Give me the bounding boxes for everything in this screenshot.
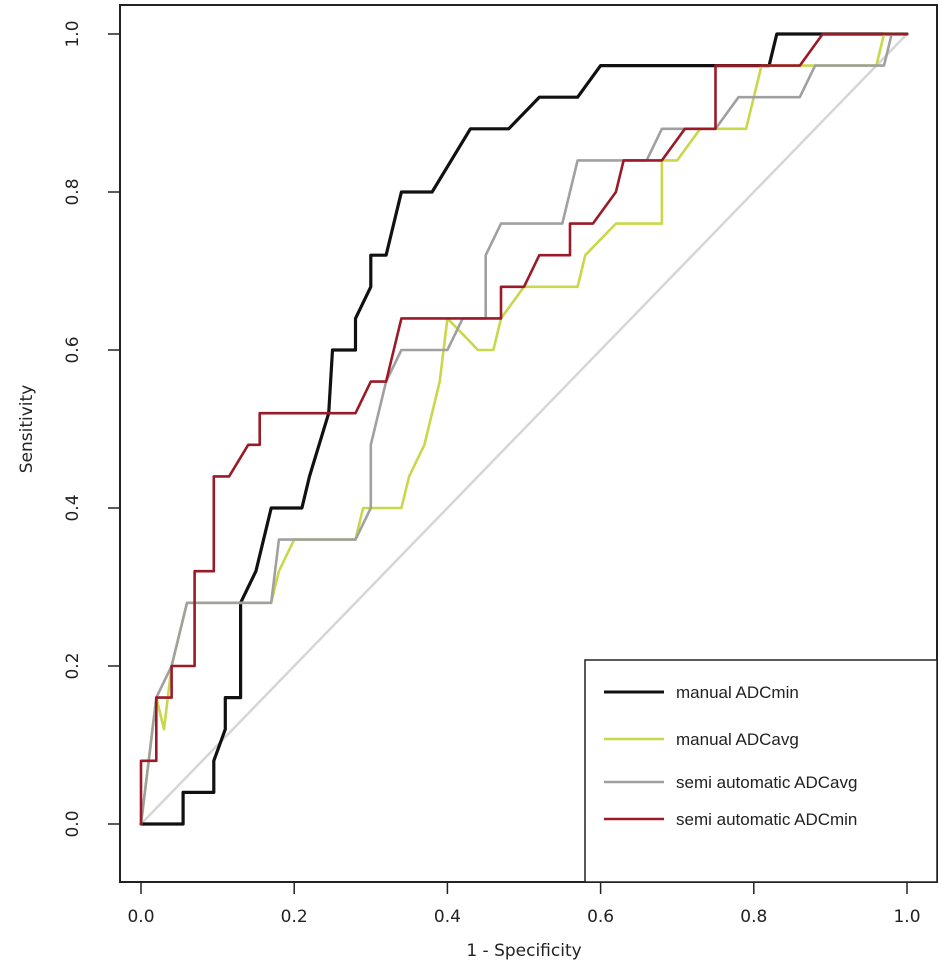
series-line-3: [139, 32, 909, 826]
legend-label-2: semi automatic ADCavg: [676, 773, 857, 792]
plot-frame: [119, 4, 938, 883]
series-layer: [139, 32, 909, 826]
y-tick-label-3: 0.6: [63, 336, 83, 363]
y-tick-label-2: 0.4: [63, 494, 83, 521]
y-axis-title: Sensitivity: [17, 385, 37, 474]
x-tick-label-5: 1.0: [893, 907, 920, 927]
x-tick-label-1: 0.2: [281, 907, 308, 927]
legend-label-1: manual ADCavg: [676, 730, 799, 749]
legend-label-0: manual ADCmin: [676, 683, 799, 702]
legend-box: [584, 659, 938, 883]
x-tick-label-3: 0.6: [587, 907, 614, 927]
y-tick-label-0: 0.0: [63, 810, 83, 837]
reference-diagonal-line: [140, 33, 908, 825]
x-tick-label-4: 0.8: [740, 907, 767, 927]
legend-items: manual ADCmin manual ADCavg semi automatic…: [604, 683, 857, 829]
x-tick-label-0: 0.0: [127, 907, 154, 927]
y-tick-label-4: 0.8: [63, 178, 83, 205]
x-axis: 0.0 0.2 0.4 0.6 0.8 1.0: [127, 882, 921, 927]
legend: manual ADCmin manual ADCavg semi automatic…: [584, 659, 938, 883]
x-axis-title: 1 - Specificity: [466, 941, 581, 961]
y-axis: 0.0 0.2 0.4 0.6 0.8 1.0: [63, 20, 120, 838]
x-tick-label-2: 0.4: [434, 907, 461, 927]
legend-label-3: semi automatic ADCmin: [676, 810, 857, 829]
y-tick-label-1: 0.2: [63, 652, 83, 679]
series-line-0: [139, 32, 909, 826]
y-tick-label-5: 1.0: [63, 20, 83, 47]
